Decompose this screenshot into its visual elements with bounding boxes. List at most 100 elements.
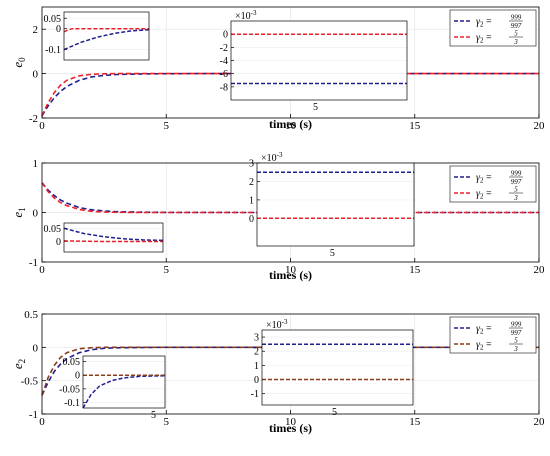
legend-label-base: γ <box>476 324 481 335</box>
inset-1: 3 2 1 0 5 ×10-3 <box>249 151 415 259</box>
inset-x-tick-label: 5 <box>332 407 337 418</box>
inset-y-tick-label: 3 <box>254 333 259 344</box>
x-tick-label: 5 <box>164 416 170 428</box>
y-tick-label: 0 <box>33 208 39 220</box>
inset-frame <box>63 222 164 253</box>
inset-y-tick-label: 0 <box>75 371 80 382</box>
legend-box <box>449 316 537 354</box>
legend-label-sub: 2 <box>480 21 484 29</box>
x-axis-label: times (s) <box>269 117 312 131</box>
y-axis-label-base: e <box>10 62 25 68</box>
y-axis-label-base: e <box>10 212 25 218</box>
legend-label-base: γ <box>476 173 481 184</box>
legend-label-base: γ <box>476 189 481 200</box>
legend-frac-num: 999 <box>511 170 522 178</box>
series-line-1 <box>41 72 539 117</box>
inset-y-tick-label: 0 <box>56 237 61 248</box>
y-tick-label: 2 <box>33 24 39 36</box>
y-axis-label: e0 <box>10 57 27 68</box>
inset-y-tick-label: -0.1 <box>64 398 80 409</box>
inset-0: 0.050 -0.1 <box>44 11 150 61</box>
x-axis-label: times (s) <box>269 268 312 282</box>
y-tick-label: 0.5 <box>24 309 38 321</box>
inset-exponent-power: -3 <box>251 9 257 17</box>
y-tick-label: 0 <box>33 342 39 354</box>
inset-y-tick-label: 1 <box>249 195 254 206</box>
legend-frac-den: 3 <box>513 345 518 353</box>
x-tick-label: 20 <box>534 416 546 428</box>
legend-frac-den: 3 <box>513 38 518 46</box>
inset-exponent-power: -3 <box>277 151 283 159</box>
inset-frame <box>230 20 408 101</box>
legend-label-eq: = <box>483 17 492 28</box>
y-axis-label-base: e <box>10 363 25 369</box>
y-tick-label: -2 <box>29 113 38 125</box>
x-tick-label: 20 <box>534 120 546 132</box>
x-tick-label: 5 <box>164 264 170 276</box>
inset-exponent: ×10-3 <box>261 151 283 164</box>
inset-0: 0.05 0 <box>44 222 164 253</box>
y-tick-label: -1 <box>29 257 38 269</box>
inset-y-tick-label: -0.05 <box>59 384 80 395</box>
inset-frame <box>63 11 150 61</box>
y-tick-label: 1 <box>33 158 39 170</box>
legend-frac-num: 999 <box>511 321 522 329</box>
x-axis-label: times (s) <box>269 421 312 435</box>
legend-label-sub: 2 <box>480 177 484 185</box>
legend-label-sub: 2 <box>480 344 484 352</box>
inset-frame <box>256 162 415 247</box>
legend-box <box>449 165 537 203</box>
inset-x-tick-label: 5 <box>151 410 156 421</box>
x-tick-label: 15 <box>409 120 421 132</box>
inset-exponent: ×10-3 <box>266 318 288 331</box>
inset-y-tick-label: 0 <box>249 214 254 225</box>
inset-y-tick-label: 2 <box>254 347 259 358</box>
inset-x-tick-label: 5 <box>313 102 318 113</box>
inset-y-tick-label: -4 <box>220 56 228 67</box>
legend-label-sub: 2 <box>480 37 484 45</box>
legend-label-base: γ <box>476 33 481 44</box>
inset-y-tick-label: 2 <box>249 177 254 188</box>
x-tick-label: 0 <box>39 264 45 276</box>
legend-label-1: γ2 = <box>476 340 492 352</box>
legend-frac-num: 5 <box>514 186 518 194</box>
inset-series-line-0 <box>82 374 166 409</box>
legend-label-eq: = <box>483 189 492 200</box>
inset-area <box>64 12 149 60</box>
y-axis-label-sub: 0 <box>17 57 27 62</box>
legend-frac-den: 997 <box>511 22 522 30</box>
y-tick-label: -0.5 <box>21 376 39 388</box>
x-tick-label: 0 <box>39 416 45 428</box>
inset-y-tick-label: -2 <box>220 43 228 54</box>
legend-frac-den: 997 <box>511 178 522 186</box>
legend-label-0: γ2 = <box>476 324 492 336</box>
plot-frame <box>41 313 540 415</box>
y-axis-label: e2 <box>10 359 27 369</box>
inset-y-tick-label: -1 <box>251 389 259 400</box>
legend-label-eq: = <box>483 340 492 351</box>
plot-frame <box>41 6 540 119</box>
inset-y-tick-label: 0.05 <box>63 357 81 368</box>
inset-exponent-base: ×10 <box>266 320 282 331</box>
inset-series-line-0 <box>63 28 150 51</box>
inset-exponent: ×10-3 <box>235 9 257 22</box>
legend-label-1: γ2 = <box>476 189 492 201</box>
y-axis-label-sub: 1 <box>17 207 27 212</box>
legend-label-eq: = <box>483 324 492 335</box>
legend-frac-num: 999 <box>511 14 522 22</box>
inset-exponent-power: -3 <box>282 318 288 326</box>
inset-series-line-0 <box>63 227 164 242</box>
inset-y-tick-label: -8 <box>220 82 228 93</box>
inset-exponent-base: ×10 <box>235 11 251 22</box>
legend-label-sub: 2 <box>480 193 484 201</box>
x-tick-label: 15 <box>409 264 421 276</box>
inset-x-tick-label: 5 <box>330 248 335 259</box>
inset-y-tick-label: 0 <box>254 375 259 386</box>
x-tick-label: 20 <box>534 264 546 276</box>
